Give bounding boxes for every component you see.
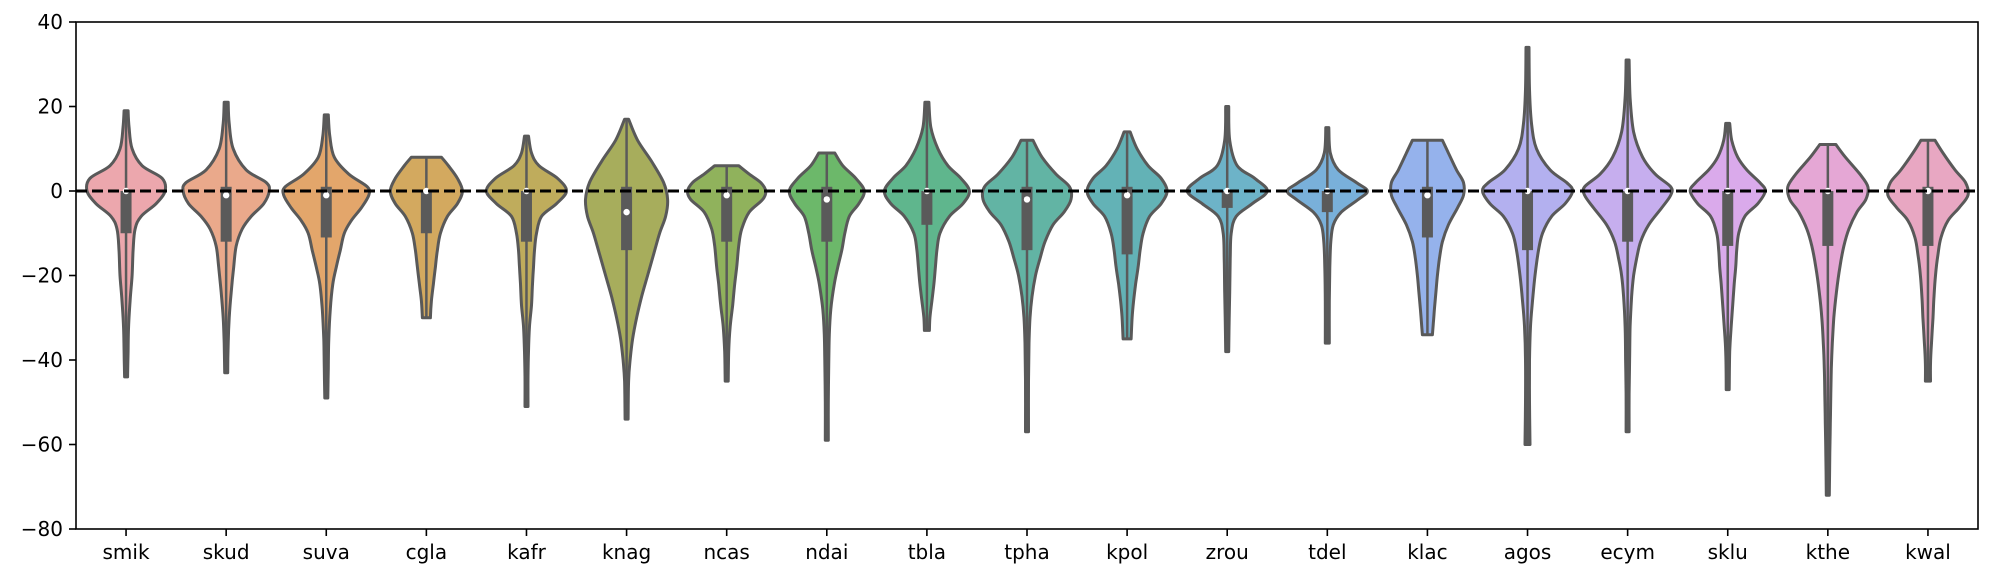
iqr-box-ndai: [821, 186, 833, 242]
violins-group: [85, 45, 1970, 497]
x-tick-label-kpol: kpol: [1106, 540, 1148, 564]
iqr-box-klac: [1421, 186, 1433, 238]
y-tick-label: 0: [50, 179, 63, 203]
iqr-box-kwal: [1922, 186, 1934, 246]
x-tick-label-sklu: sklu: [1708, 540, 1748, 564]
iqr-box-sklu: [1722, 191, 1734, 246]
y-tick-label: −60: [21, 433, 63, 457]
median-dot-ecym: [1624, 187, 1631, 195]
iqr-box-knag: [621, 186, 633, 251]
iqr-box-agos: [1522, 191, 1534, 251]
iqr-box-cgla: [420, 191, 432, 234]
iqr-box-kpol: [1121, 186, 1133, 255]
x-tick-label-zrou: zrou: [1206, 540, 1249, 564]
x-tick-label-knag: knag: [602, 540, 651, 564]
iqr-box-tbla: [921, 191, 933, 225]
y-tick-label: 20: [38, 95, 63, 119]
x-tick-label-klac: klac: [1407, 540, 1447, 564]
median-dot-zrou: [1224, 187, 1231, 195]
iqr-box-tpha: [1021, 186, 1033, 251]
iqr-box-ncas: [721, 186, 733, 242]
x-tick-label-kthe: kthe: [1806, 540, 1850, 564]
iqr-box-smik: [120, 191, 132, 234]
y-tick-label: −80: [21, 517, 63, 541]
median-dot-cgla: [423, 187, 430, 195]
median-dot-tpha: [1023, 196, 1031, 203]
x-tick-label-kafr: kafr: [507, 540, 547, 564]
median-dot-suva: [323, 192, 330, 199]
x-tick-label-agos: agos: [1504, 540, 1552, 564]
x-tick-label-tbla: tbla: [908, 540, 946, 564]
median-dot-klac: [1424, 192, 1431, 199]
y-tick-label: 40: [38, 10, 63, 34]
y-tick-label: −20: [21, 264, 63, 288]
x-tick-label-tdel: tdel: [1308, 540, 1346, 564]
median-dot-ncas: [723, 192, 730, 199]
iqr-box-suva: [320, 186, 332, 238]
iqr-box-kthe: [1822, 191, 1834, 246]
x-tick-label-ncas: ncas: [704, 540, 750, 564]
x-tick-label-smik: smik: [103, 540, 150, 564]
y-tick-label: −40: [21, 348, 63, 372]
x-tick-label-kwal: kwal: [1905, 540, 1951, 564]
x-tick-label-ecym: ecym: [1600, 540, 1655, 564]
median-dot-ndai: [823, 196, 830, 203]
iqr-box-ecym: [1622, 191, 1634, 242]
x-tick-label-suva: suva: [303, 540, 350, 564]
x-tick-label-skud: skud: [203, 540, 250, 564]
median-dot-agos: [1524, 187, 1531, 195]
x-tick-label-tpha: tpha: [1004, 540, 1049, 564]
iqr-box-kafr: [520, 191, 532, 242]
x-tick-label-cgla: cgla: [406, 540, 448, 564]
median-dot-skud: [222, 192, 230, 199]
median-dot-knag: [623, 208, 630, 216]
iqr-box-tdel: [1321, 191, 1333, 213]
iqr-box-zrou: [1221, 191, 1233, 208]
x-tick-label-ndai: ndai: [805, 540, 848, 564]
median-dot-kpol: [1123, 192, 1131, 199]
iqr-box-skud: [220, 186, 232, 242]
median-dot-kwal: [1924, 187, 1932, 195]
